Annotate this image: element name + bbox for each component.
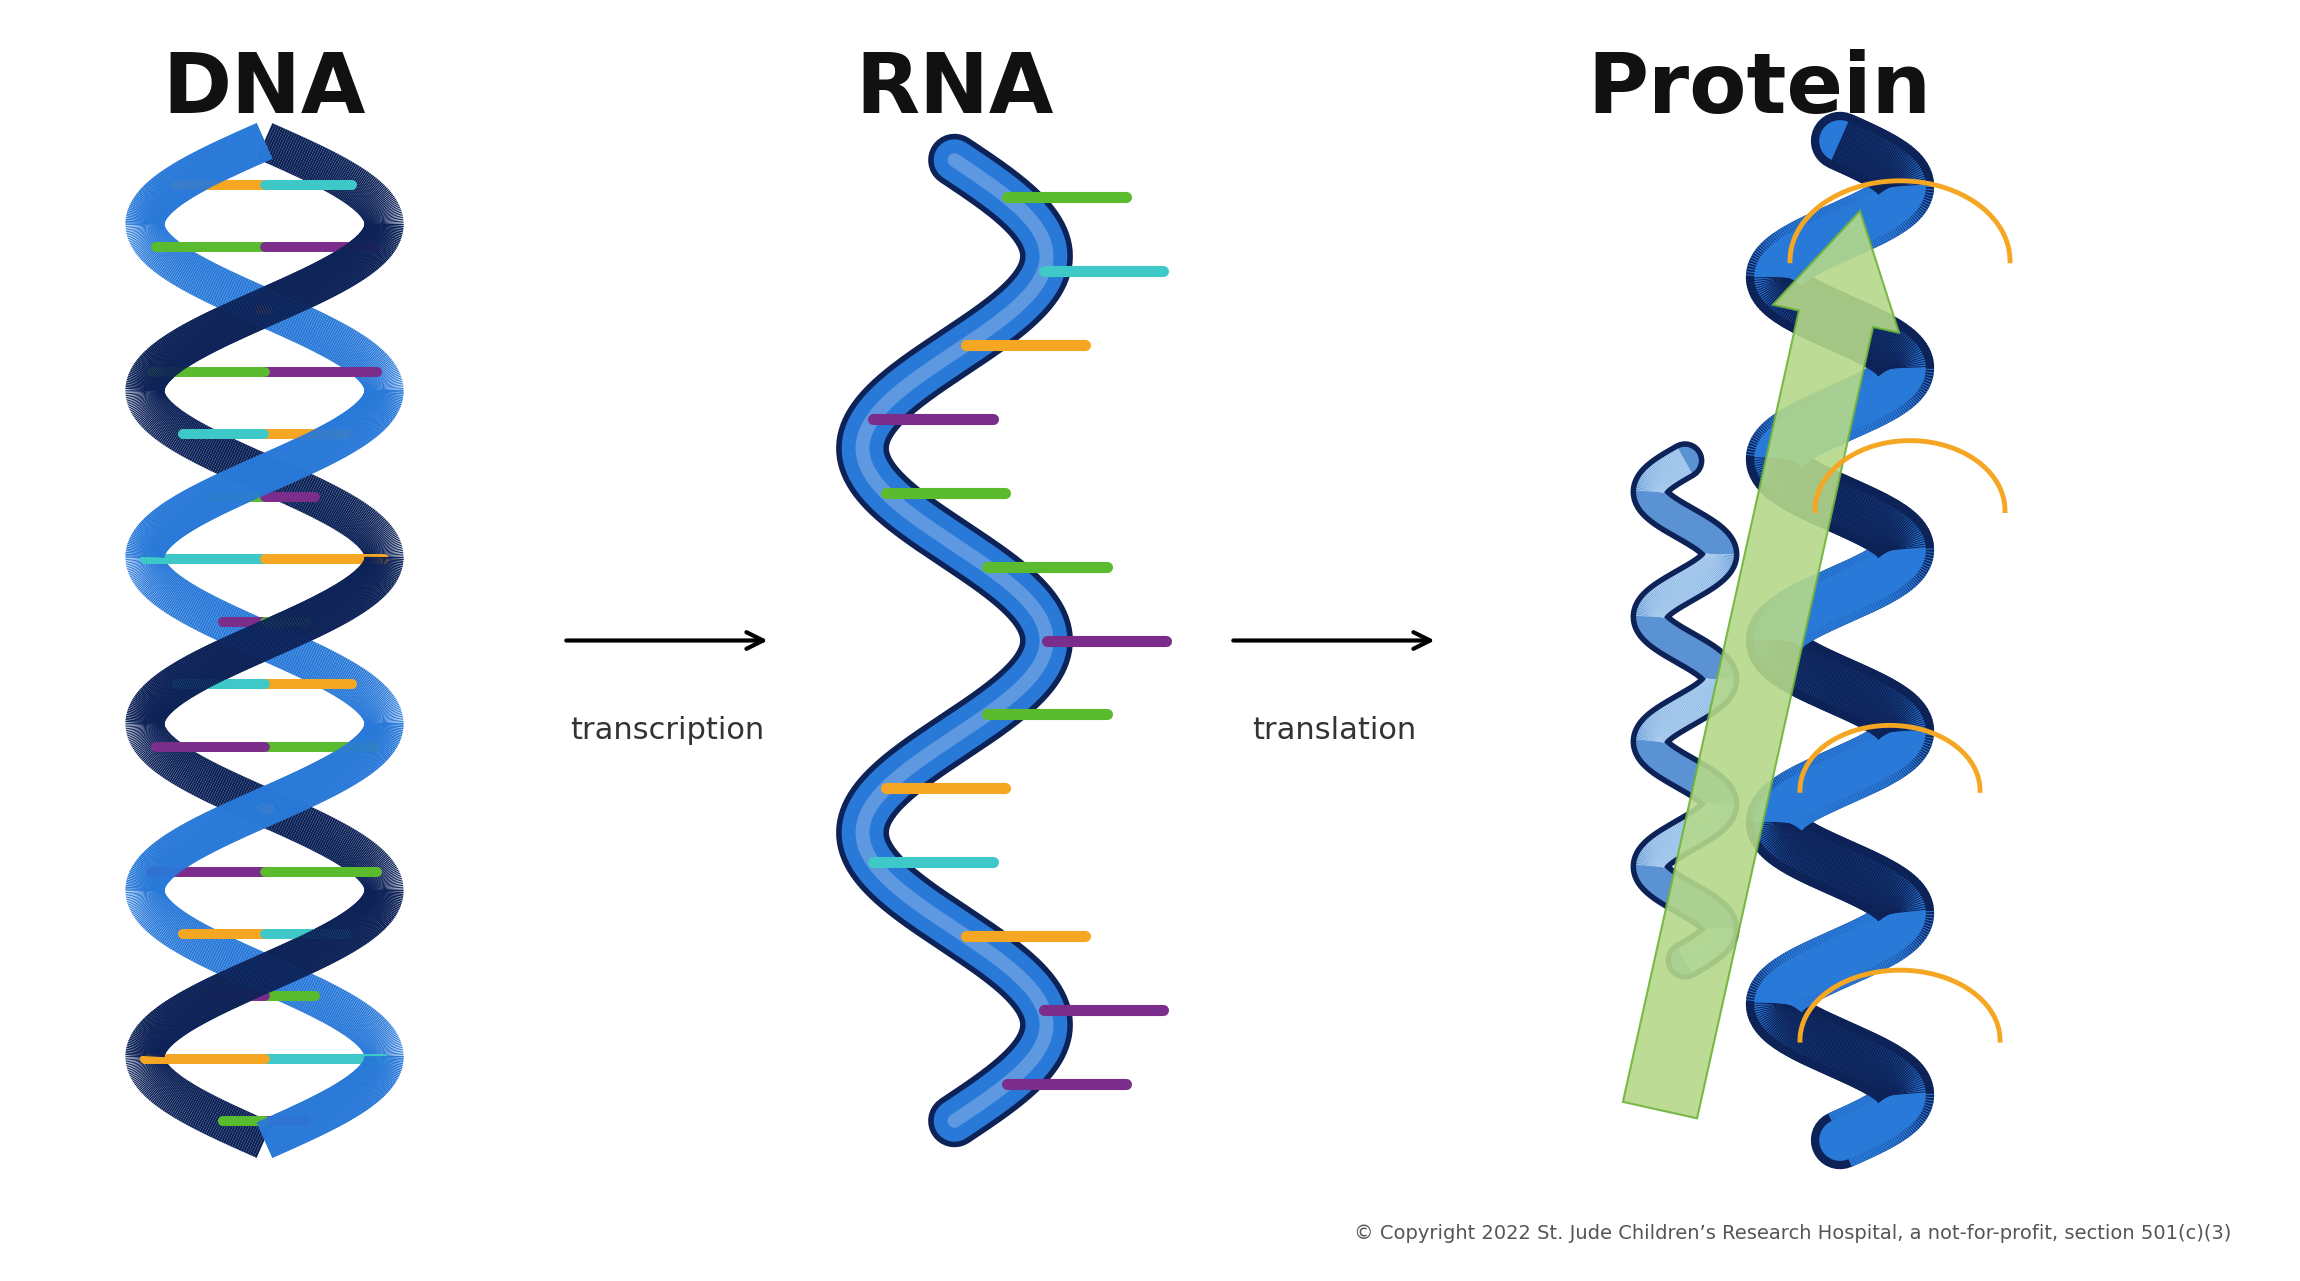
Text: DNA: DNA [163, 49, 366, 131]
Text: translation: translation [1251, 716, 1417, 744]
Text: transcription: transcription [570, 716, 764, 744]
Text: © Copyright 2022 St. Jude Children’s Research Hospital, a not-for-profit, sectio: © Copyright 2022 St. Jude Children’s Res… [1355, 1223, 2231, 1243]
Text: Protein: Protein [1587, 49, 1932, 131]
Polygon shape [1624, 211, 1900, 1118]
Text: RNA: RNA [856, 49, 1053, 131]
